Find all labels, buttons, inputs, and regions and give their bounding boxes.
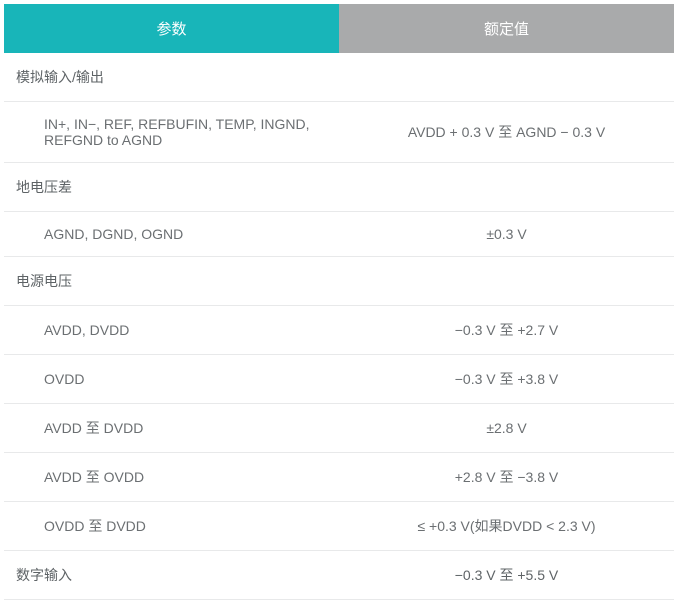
cell-parameter: AVDD 至 DVDD [4, 404, 339, 453]
cell-value: +2.8 V 至 −3.8 V [339, 453, 674, 502]
cell-value: −0.3 V 至 +5.5 V [339, 551, 674, 600]
table-row: OVDD−0.3 V 至 +3.8 V [4, 355, 674, 404]
cell-value [339, 257, 674, 306]
cell-parameter: AGND, DGND, OGND [4, 212, 339, 257]
cell-value: ≤ +0.3 V(如果DVDD < 2.3 V) [339, 502, 674, 551]
cell-value: ±0.3 V [339, 212, 674, 257]
cell-parameter: AVDD 至 OVDD [4, 453, 339, 502]
header-rated-value: 额定值 [339, 4, 674, 53]
cell-parameter: IN+, IN−, REF, REFBUFIN, TEMP, INGND, RE… [4, 102, 339, 163]
cell-parameter: 电源电压 [4, 257, 339, 306]
cell-value: AVDD + 0.3 V 至 AGND − 0.3 V [339, 102, 674, 163]
table-row: 电源电压 [4, 257, 674, 306]
table-row: AGND, DGND, OGND±0.3 V [4, 212, 674, 257]
cell-value [339, 163, 674, 212]
specifications-table: 参数 额定值 模拟输入/输出IN+, IN−, REF, REFBUFIN, T… [4, 4, 674, 600]
table-row: 地电压差 [4, 163, 674, 212]
cell-parameter: OVDD 至 DVDD [4, 502, 339, 551]
table-header-row: 参数 额定值 [4, 4, 674, 53]
cell-parameter: AVDD, DVDD [4, 306, 339, 355]
table-row: AVDD 至 OVDD+2.8 V 至 −3.8 V [4, 453, 674, 502]
table-row: 模拟输入/输出 [4, 53, 674, 102]
cell-parameter: OVDD [4, 355, 339, 404]
table-row: IN+, IN−, REF, REFBUFIN, TEMP, INGND, RE… [4, 102, 674, 163]
cell-parameter: 地电压差 [4, 163, 339, 212]
table-row: 数字输入−0.3 V 至 +5.5 V [4, 551, 674, 600]
cell-parameter: 模拟输入/输出 [4, 53, 339, 102]
table-body: 模拟输入/输出IN+, IN−, REF, REFBUFIN, TEMP, IN… [4, 53, 674, 600]
cell-value: −0.3 V 至 +2.7 V [339, 306, 674, 355]
table-row: AVDD 至 DVDD±2.8 V [4, 404, 674, 453]
cell-parameter: 数字输入 [4, 551, 339, 600]
cell-value [339, 53, 674, 102]
header-parameter: 参数 [4, 4, 339, 53]
table-row: OVDD 至 DVDD≤ +0.3 V(如果DVDD < 2.3 V) [4, 502, 674, 551]
cell-value: −0.3 V 至 +3.8 V [339, 355, 674, 404]
table-row: AVDD, DVDD−0.3 V 至 +2.7 V [4, 306, 674, 355]
cell-value: ±2.8 V [339, 404, 674, 453]
